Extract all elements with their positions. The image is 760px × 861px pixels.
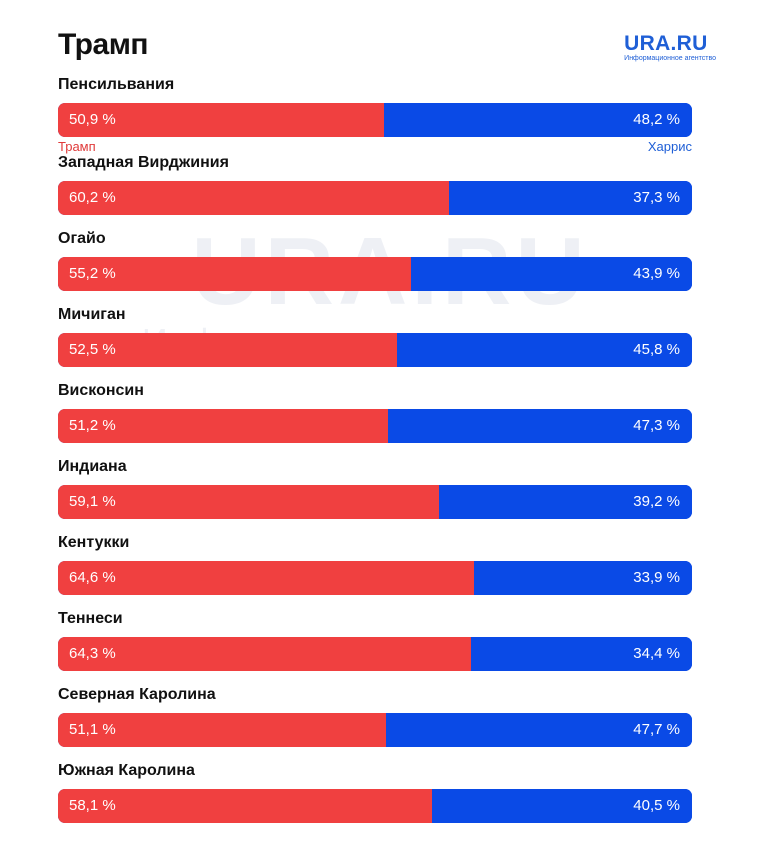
state-row: Южная Каролина 58,1 % 40,5 %	[58, 760, 692, 836]
trump-bar	[58, 333, 397, 367]
harris-value-label: 47,7 %	[633, 721, 680, 738]
row-spacer	[58, 443, 692, 456]
harris-value-label: 39,2 %	[633, 493, 680, 510]
state-label: Южная Каролина	[58, 762, 195, 779]
state-label: Мичиган	[58, 306, 126, 323]
logo-tagline: Информационное агентство	[624, 55, 716, 62]
harris-value-label: 37,3 %	[633, 189, 680, 206]
trump-value-label: 55,2 %	[69, 265, 116, 282]
row-spacer	[58, 747, 692, 760]
row-spacer	[58, 215, 692, 228]
row-spacer	[58, 671, 692, 684]
logo-name: URA.RU	[624, 32, 708, 55]
harris-value-label: 40,5 %	[633, 797, 680, 814]
harris-bar	[439, 485, 692, 519]
trump-bar	[58, 103, 384, 137]
trump-value-label: 58,1 %	[69, 797, 116, 814]
trump-bar	[58, 485, 440, 519]
trump-bar	[58, 789, 432, 823]
trump-value-label: 64,6 %	[69, 569, 116, 586]
stacked-bar: 51,1 % 47,7 %	[58, 713, 692, 747]
harris-bar	[411, 257, 692, 291]
stacked-bar: 60,2 % 37,3 %	[58, 181, 692, 215]
harris-value-label: 45,8 %	[633, 341, 680, 358]
stacked-bar: 55,2 % 43,9 %	[58, 257, 692, 291]
state-label: Западная Вирджиния	[58, 154, 229, 171]
chart-title: Трамп	[58, 28, 149, 61]
state-label: Теннеси	[58, 610, 123, 627]
row-spacer	[58, 823, 692, 836]
trump-value-label: 51,1 %	[69, 721, 116, 738]
stacked-bar: 64,3 % 34,4 %	[58, 637, 692, 671]
harris-bar	[471, 637, 692, 671]
state-row: Огайо 55,2 % 43,9 %	[58, 228, 692, 304]
harris-value-label: 47,3 %	[633, 417, 680, 434]
row-spacer	[58, 367, 692, 380]
legend-trump: Трамп	[58, 139, 96, 154]
stacked-bar: 52,5 % 45,8 %	[58, 333, 692, 367]
harris-value-label: 33,9 %	[633, 569, 680, 586]
stacked-bar: 64,6 % 33,9 %	[58, 561, 692, 595]
state-label: Индиана	[58, 458, 127, 475]
stacked-bar: 59,1 % 39,2 %	[58, 485, 692, 519]
state-row: Мичиган 52,5 % 45,8 %	[58, 304, 692, 380]
state-row: Висконсин 51,2 % 47,3 %	[58, 380, 692, 456]
harris-bar	[385, 713, 692, 747]
trump-value-label: 51,2 %	[69, 417, 116, 434]
harris-bar	[387, 409, 692, 443]
trump-value-label: 64,3 %	[69, 645, 116, 662]
state-row: Теннеси 64,3 % 34,4 %	[58, 608, 692, 684]
state-label: Пенсильвания	[58, 76, 175, 93]
state-row: Пенсильвания 50,9 % 48,2 % Трамп Харрис	[58, 74, 692, 154]
harris-value-label: 34,4 %	[633, 645, 680, 662]
state-row: Западная Вирджиния 60,2 % 37,3 %	[58, 152, 692, 228]
stacked-bar: 58,1 % 40,5 %	[58, 789, 692, 823]
harris-value-label: 43,9 %	[633, 265, 680, 282]
trump-bar	[58, 257, 412, 291]
state-label: Кентукки	[58, 534, 130, 551]
harris-bar	[431, 789, 692, 823]
trump-bar	[58, 409, 388, 443]
ura-logo: URA.RU Информационное агентство	[624, 32, 716, 63]
harris-bar	[473, 561, 692, 595]
trump-value-label: 59,1 %	[69, 493, 116, 510]
row-spacer	[58, 519, 692, 532]
trump-value-label: 50,9 %	[69, 111, 116, 128]
state-row: Кентукки 64,6 % 33,9 %	[58, 532, 692, 608]
state-label: Северная Каролина	[58, 686, 216, 703]
trump-value-label: 52,5 %	[69, 341, 116, 358]
stacked-bar: 50,9 % 48,2 %	[58, 103, 692, 137]
bar-chart: Пенсильвания 50,9 % 48,2 % Трамп Харрис Запад…	[58, 74, 692, 836]
harris-bar	[396, 333, 692, 367]
harris-bar	[449, 181, 692, 215]
trump-value-label: 60,2 %	[69, 189, 116, 206]
stacked-bar: 51,2 % 47,3 %	[58, 409, 692, 443]
legend: Трамп Харрис	[58, 137, 692, 154]
state-row: Индиана 59,1 % 39,2 %	[58, 456, 692, 532]
legend-harris: Харрис	[647, 139, 692, 154]
harris-bar	[383, 103, 692, 137]
state-label: Висконсин	[58, 382, 144, 399]
row-spacer	[58, 291, 692, 304]
row-spacer	[58, 595, 692, 608]
trump-bar	[58, 713, 386, 747]
trump-bar	[58, 181, 450, 215]
state-row: Северная Каролина 51,1 % 47,7 %	[58, 684, 692, 760]
harris-value-label: 48,2 %	[633, 111, 680, 128]
trump-bar	[58, 637, 472, 671]
state-label: Огайо	[58, 230, 106, 247]
trump-bar	[58, 561, 474, 595]
